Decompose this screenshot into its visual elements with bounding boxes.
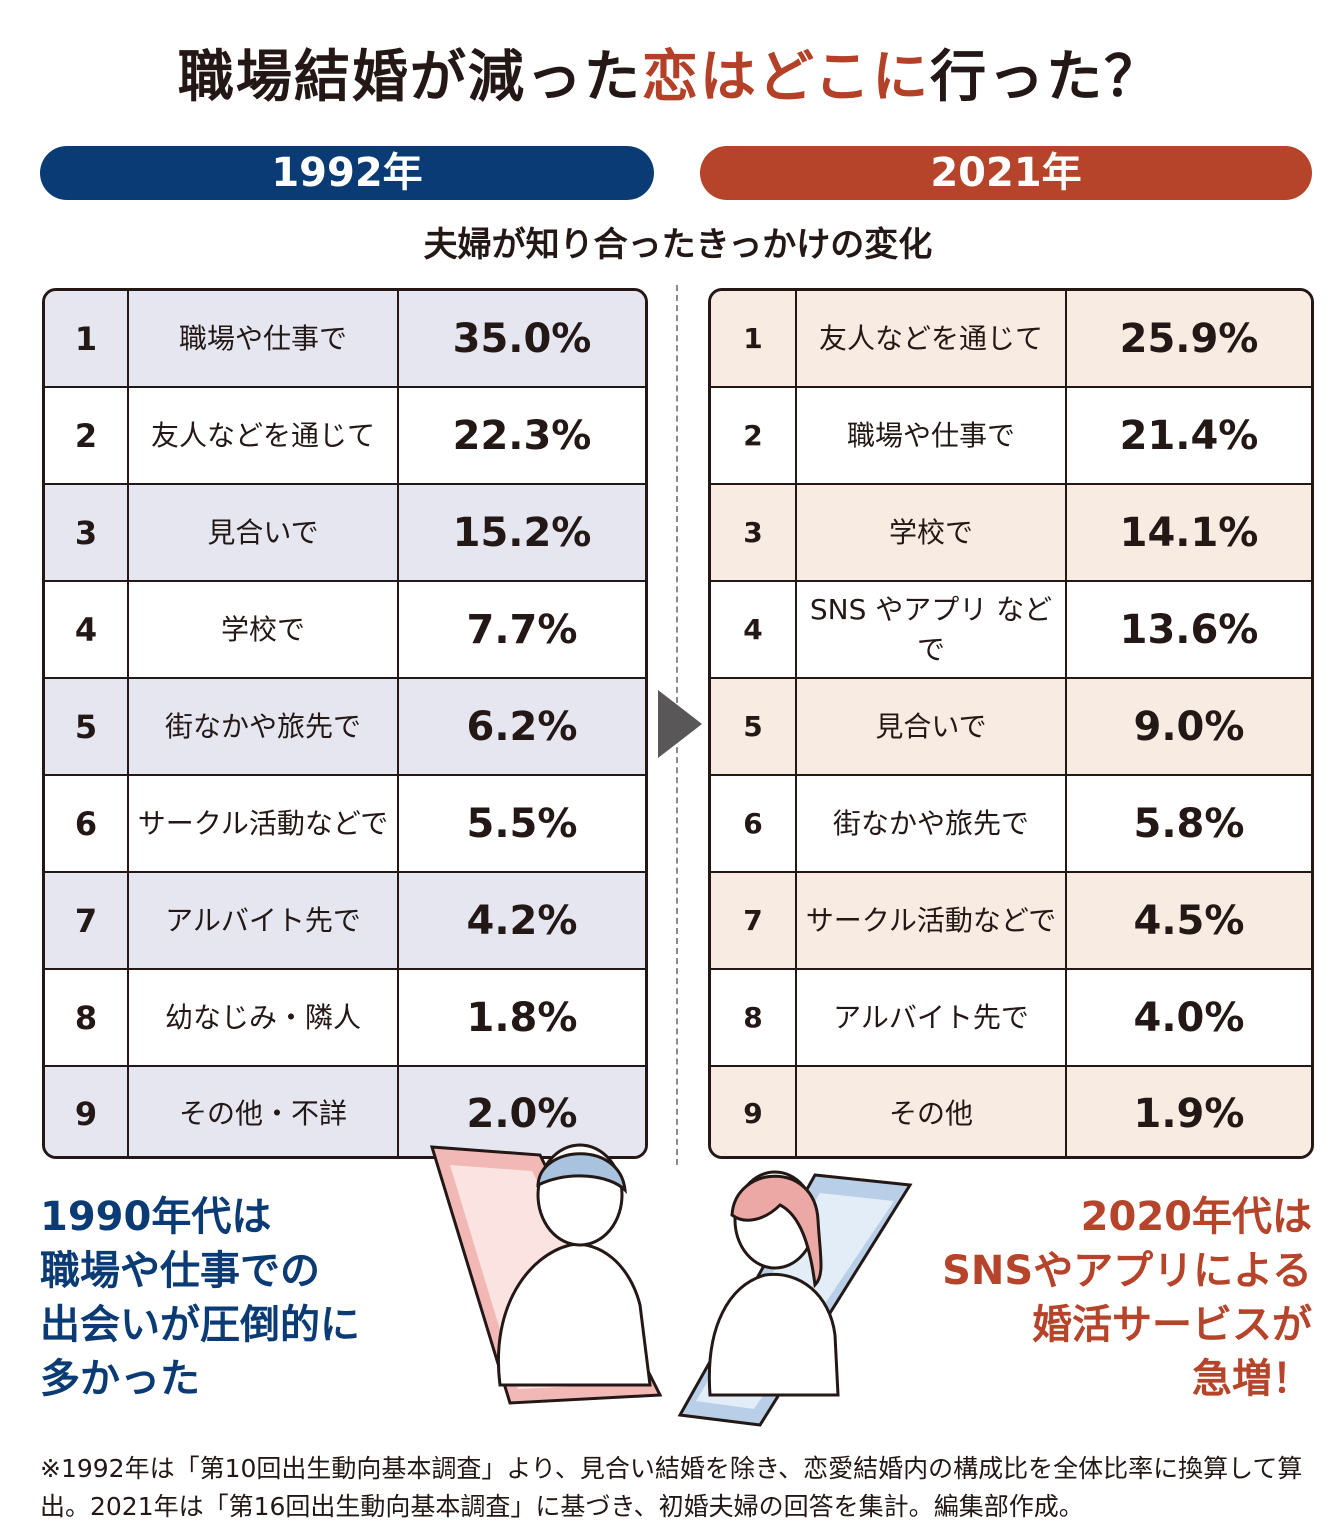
table-2021-rank: 4 [711, 582, 797, 677]
table-1992-value: 5.5% [466, 800, 578, 847]
man-icon [497, 1143, 652, 1387]
table-1992-value: 22.3% [452, 412, 592, 459]
year-1992-header: 1992年 [40, 146, 654, 200]
table-2021-value: 9.0% [1133, 703, 1245, 750]
table-1992-value: 2.0% [466, 1090, 578, 1137]
page-title: 職場結婚が減った恋はどこに行った？ [0, 38, 1340, 118]
table-2021-value: 4.5% [1133, 897, 1245, 944]
table-2021-value: 13.6% [1119, 606, 1259, 653]
table-2021-rank: 7 [711, 873, 797, 968]
table-1992-rank: 5 [45, 679, 129, 774]
caption-2020s-line: 2020年代は [1080, 1194, 1312, 1240]
caption-1990s-line: 出会いが圧倒的に [40, 1302, 360, 1348]
table-2021-value: 21.4% [1119, 412, 1259, 459]
table-2021-label: SNS やアプリ などで [797, 582, 1067, 677]
table-2021-label: 学校で [797, 485, 1067, 580]
table-1992-row: 2 友人などを通じて 22.3% [45, 388, 645, 485]
table-2021-row: 9 その他 1.9% [711, 1067, 1311, 1156]
table-1992-value: 7.7% [466, 606, 578, 653]
table-2021-rank: 3 [711, 485, 797, 580]
table-2021-value: 1.9% [1133, 1090, 1245, 1137]
table-2021-row: 7 サークル活動などで 4.5% [711, 873, 1311, 970]
table-1992-row: 9 その他・不詳 2.0% [45, 1067, 645, 1156]
table-1992-rank: 8 [45, 970, 129, 1065]
table-2021-label: 友人などを通じて [797, 291, 1067, 386]
table-1992-value: 6.2% [466, 703, 578, 750]
table-2021-row: 4 SNS やアプリ などで 13.6% [711, 582, 1311, 679]
caption-2020s-line: 婚活サービスが [1032, 1302, 1312, 1348]
title-accent: 恋はどこに [641, 45, 931, 110]
caption-2020s-line: 急増！ [1192, 1356, 1312, 1402]
table-1992-value: 15.2% [452, 509, 592, 556]
ranking-table-1992: 1 職場や仕事で 35.0% 2 友人などを通じて 22.3% 3 見合いで 15.2% 4 学校で… [42, 288, 648, 1159]
table-1992-label: 職場や仕事で [129, 291, 399, 386]
table-2021-value: 14.1% [1119, 509, 1259, 556]
table-1992-rank: 1 [45, 291, 129, 386]
ranking-table-2021: 1 友人などを通じて 25.9% 2 職場や仕事で 21.4% 3 学校で 14.1% 4 SNS … [708, 288, 1314, 1159]
table-2021-row: 5 見合いで 9.0% [711, 679, 1311, 776]
table-1992-rank: 2 [45, 388, 129, 483]
table-1992-row: 6 サークル活動などで 5.5% [45, 776, 645, 873]
couple-illustration [429, 1143, 913, 1427]
table-2021-rank: 6 [711, 776, 797, 871]
table-1992-row: 4 学校で 7.7% [45, 582, 645, 679]
table-1992-label: 学校で [129, 582, 399, 677]
table-1992-rank: 9 [45, 1067, 129, 1156]
table-2021-label: 街なかや旅先で [797, 776, 1067, 871]
table-1992-label: 幼なじみ・隣人 [129, 970, 399, 1065]
table-1992-value: 35.0% [452, 315, 592, 362]
table-2021-row: 6 街なかや旅先で 5.8% [711, 776, 1311, 873]
footnote: ※1992年は「第10回出生動向基本調査」より、見合い結婚を除き、恋愛結婚内の構… [40, 1454, 1303, 1521]
table-1992-rank: 7 [45, 873, 129, 968]
table-1992-label: サークル活動などで [129, 776, 399, 871]
table-2021-label: 職場や仕事で [797, 388, 1067, 483]
woman-icon [707, 1170, 840, 1397]
table-2021-label: その他 [797, 1067, 1067, 1156]
caption-1990s-line: 多かった [40, 1356, 200, 1402]
table-2021-rank: 8 [711, 970, 797, 1065]
table-2021-rank: 2 [711, 388, 797, 483]
table-2021-rank: 5 [711, 679, 797, 774]
table-1992-value: 4.2% [466, 897, 578, 944]
table-1992-rank: 3 [45, 485, 129, 580]
table-2021-value: 5.8% [1133, 800, 1245, 847]
caption-1990s: 1990年代は職場や仕事での 出会いが圧倒的に 多かった [40, 1190, 440, 1406]
table-1992-value: 1.8% [466, 994, 578, 1041]
table-2021-label: 見合いで [797, 679, 1067, 774]
caption-1990s-line: 1990年代は [40, 1194, 272, 1240]
title-part2: 行った？ [930, 45, 1163, 110]
chart-subtitle: 夫婦が知り合ったきっかけの変化 [423, 225, 933, 265]
table-2021-rank: 1 [711, 291, 797, 386]
table-2021-row: 8 アルバイト先で 4.0% [711, 970, 1311, 1067]
table-2021-label: アルバイト先で [797, 970, 1067, 1065]
table-1992-label: 見合いで [129, 485, 399, 580]
table-1992-label: 街なかや旅先で [129, 679, 399, 774]
table-2021-value: 4.0% [1133, 994, 1245, 1041]
table-1992-rank: 4 [45, 582, 129, 677]
table-2021-row: 3 学校で 14.1% [711, 485, 1311, 582]
table-1992-row: 5 街なかや旅先で 6.2% [45, 679, 645, 776]
table-1992-rank: 6 [45, 776, 129, 871]
arrow-right-icon [658, 690, 702, 758]
table-1992-label: アルバイト先で [129, 873, 399, 968]
table-2021-label: サークル活動などで [797, 873, 1067, 968]
caption-1990s-line: 職場や仕事での [40, 1248, 320, 1294]
table-1992-row: 8 幼なじみ・隣人 1.8% [45, 970, 645, 1067]
table-1992-row: 7 アルバイト先で 4.2% [45, 873, 645, 970]
caption-2020s-line: SNSやアプリによる [942, 1248, 1312, 1294]
table-1992-label: その他・不詳 [129, 1067, 399, 1156]
table-2021-value: 25.9% [1119, 315, 1259, 362]
table-1992-row: 1 職場や仕事で 35.0% [45, 291, 645, 388]
table-2021-row: 2 職場や仕事で 21.4% [711, 388, 1311, 485]
title-part1: 職場結婚が減った [177, 45, 642, 110]
table-1992-row: 3 見合いで 15.2% [45, 485, 645, 582]
table-2021-rank: 9 [711, 1067, 797, 1156]
table-1992-label: 友人などを通じて [129, 388, 399, 483]
year-2021-header: 2021年 [700, 146, 1312, 200]
table-2021-row: 1 友人などを通じて 25.9% [711, 291, 1311, 388]
caption-2020s: 2020年代は SNSやアプリによる婚活サービスが急増！ [905, 1190, 1312, 1406]
